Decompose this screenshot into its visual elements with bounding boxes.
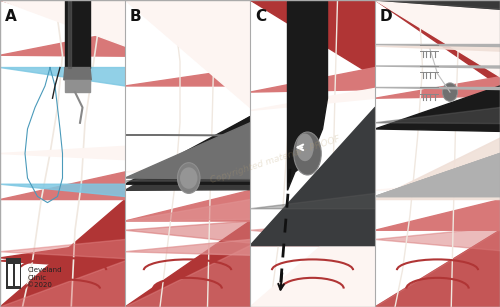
Text: D: D — [380, 9, 392, 24]
Polygon shape — [250, 0, 500, 98]
Polygon shape — [125, 0, 500, 129]
Text: A: A — [5, 9, 17, 24]
Polygon shape — [125, 172, 500, 270]
Polygon shape — [250, 0, 500, 307]
Polygon shape — [375, 215, 500, 307]
Ellipse shape — [294, 132, 321, 175]
Polygon shape — [375, 46, 500, 92]
Polygon shape — [125, 0, 500, 307]
Ellipse shape — [442, 83, 458, 101]
Polygon shape — [375, 0, 500, 68]
Polygon shape — [375, 0, 500, 307]
Text: Cleveland
Clinic
©2020: Cleveland Clinic ©2020 — [28, 267, 62, 288]
Text: B: B — [130, 9, 141, 24]
Polygon shape — [250, 0, 500, 111]
Polygon shape — [0, 154, 500, 246]
Polygon shape — [375, 87, 500, 94]
Bar — [8, 264, 12, 286]
Polygon shape — [65, 0, 90, 68]
Polygon shape — [125, 86, 500, 221]
Polygon shape — [375, 0, 500, 307]
Polygon shape — [375, 154, 500, 196]
Polygon shape — [250, 0, 500, 307]
Polygon shape — [250, 68, 500, 98]
Polygon shape — [375, 227, 500, 307]
Polygon shape — [375, 45, 500, 51]
Polygon shape — [375, 154, 500, 196]
Polygon shape — [375, 154, 500, 196]
Polygon shape — [125, 239, 500, 282]
Polygon shape — [125, 0, 500, 307]
Polygon shape — [64, 68, 91, 80]
Polygon shape — [250, 0, 500, 307]
Polygon shape — [125, 0, 500, 307]
Polygon shape — [125, 0, 500, 178]
Polygon shape — [0, 215, 500, 307]
Polygon shape — [0, 68, 500, 258]
Polygon shape — [125, 221, 500, 307]
Text: Copyrighted material - PROOF: Copyrighted material - PROOF — [209, 134, 341, 185]
Text: C: C — [255, 9, 266, 24]
Polygon shape — [65, 80, 90, 92]
Polygon shape — [125, 86, 500, 221]
Polygon shape — [0, 68, 500, 203]
Polygon shape — [125, 68, 500, 92]
Polygon shape — [125, 0, 500, 92]
Polygon shape — [375, 0, 500, 307]
Polygon shape — [0, 31, 500, 123]
Polygon shape — [375, 0, 500, 307]
Polygon shape — [125, 117, 500, 184]
Polygon shape — [375, 0, 500, 307]
Polygon shape — [125, 0, 500, 307]
Polygon shape — [0, 0, 500, 107]
Polygon shape — [375, 98, 500, 233]
Polygon shape — [250, 203, 500, 276]
Polygon shape — [250, 0, 500, 307]
Polygon shape — [125, 0, 500, 307]
Polygon shape — [375, 0, 500, 307]
Bar — [15, 264, 20, 286]
Ellipse shape — [178, 163, 200, 193]
Polygon shape — [125, 0, 500, 215]
Polygon shape — [375, 107, 500, 126]
Polygon shape — [375, 66, 500, 72]
Polygon shape — [288, 0, 328, 190]
Bar — [6, 258, 21, 289]
Polygon shape — [375, 190, 500, 270]
Polygon shape — [375, 0, 500, 107]
Polygon shape — [375, 77, 500, 107]
Polygon shape — [250, 0, 500, 307]
Polygon shape — [68, 0, 71, 68]
Polygon shape — [250, 0, 500, 184]
Polygon shape — [0, 239, 500, 307]
Polygon shape — [375, 0, 500, 98]
Polygon shape — [125, 200, 500, 307]
Polygon shape — [0, 154, 500, 276]
Polygon shape — [125, 135, 500, 157]
Ellipse shape — [180, 167, 198, 189]
Polygon shape — [0, 246, 500, 307]
Polygon shape — [125, 117, 500, 184]
Ellipse shape — [296, 134, 314, 161]
Polygon shape — [125, 166, 500, 181]
Polygon shape — [250, 0, 500, 307]
Polygon shape — [250, 0, 500, 307]
Polygon shape — [375, 86, 500, 141]
Polygon shape — [250, 221, 500, 307]
Polygon shape — [0, 178, 500, 307]
Polygon shape — [250, 107, 500, 252]
Polygon shape — [250, 193, 500, 209]
Polygon shape — [125, 0, 500, 307]
Polygon shape — [125, 107, 500, 190]
Polygon shape — [250, 230, 500, 307]
Polygon shape — [375, 138, 500, 200]
